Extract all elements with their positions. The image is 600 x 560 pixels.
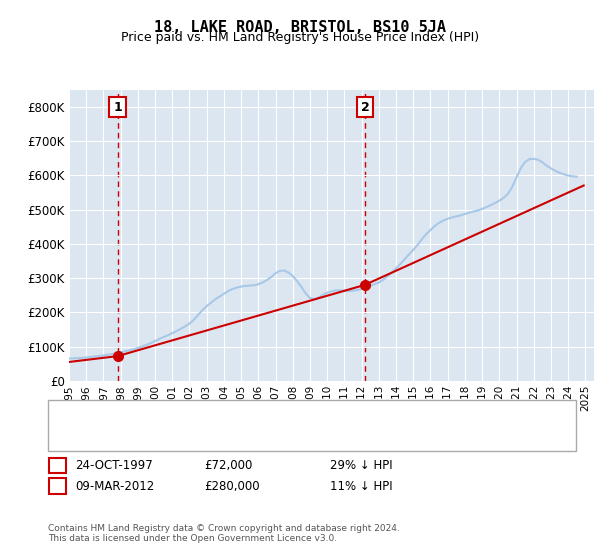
Text: 09-MAR-2012: 09-MAR-2012 (75, 479, 154, 493)
Text: HPI: Average price, detached house, City of Bristol: HPI: Average price, detached house, City… (96, 429, 359, 438)
Text: 29% ↓ HPI: 29% ↓ HPI (330, 459, 392, 472)
Text: 1: 1 (113, 101, 122, 114)
Text: 18, LAKE ROAD, BRISTOL, BS10 5JA: 18, LAKE ROAD, BRISTOL, BS10 5JA (154, 20, 446, 35)
Text: 1: 1 (53, 459, 62, 472)
Text: 18, LAKE ROAD, BRISTOL, BS10 5JA (detached house): 18, LAKE ROAD, BRISTOL, BS10 5JA (detach… (96, 408, 375, 417)
Text: Contains HM Land Registry data © Crown copyright and database right 2024.
This d: Contains HM Land Registry data © Crown c… (48, 524, 400, 543)
Text: 2: 2 (53, 479, 62, 493)
Text: 24-OCT-1997: 24-OCT-1997 (75, 459, 153, 472)
Text: £72,000: £72,000 (204, 459, 253, 472)
Text: £280,000: £280,000 (204, 479, 260, 493)
Text: 2: 2 (361, 101, 369, 114)
Text: Price paid vs. HM Land Registry's House Price Index (HPI): Price paid vs. HM Land Registry's House … (121, 31, 479, 44)
Text: 11% ↓ HPI: 11% ↓ HPI (330, 479, 392, 493)
